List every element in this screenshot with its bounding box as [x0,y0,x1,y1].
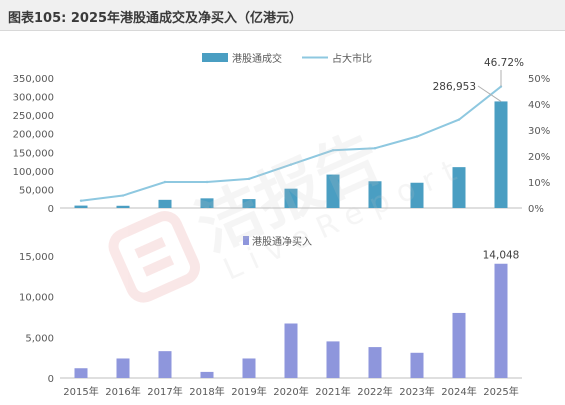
ratio-point [205,180,209,184]
net-buy-bar [284,323,298,378]
net-buy-bar [494,263,508,378]
top-left-tick-label: 100,000 [13,167,54,178]
x-category-label: 2022年 [357,385,392,398]
volume-bar [242,199,256,208]
ratio-point [331,149,335,152]
volume-bar [158,199,172,208]
annotation-volume-2025: 286,953 [433,81,476,93]
net-buy-bar [74,368,88,378]
x-category-label: 2015年 [63,385,98,398]
x-category-label: 2020年 [273,385,308,398]
legend-label-volume: 港股通成交 [232,52,282,65]
top-right-tick-label: 50% [528,74,550,85]
volume-bar [452,167,466,208]
top-left-tick-label: 50,000 [19,185,54,196]
figure-title: 图表105: 2025年港股通成交及净买入（亿港元） [8,11,303,26]
volume-bar [326,174,340,208]
annotation-net-buy-2025: 14,048 [483,250,520,262]
net-buy-bar [326,341,340,378]
top-right-tick-label: 10% [528,178,550,189]
legend-swatch-net-buy [243,236,249,245]
x-category-label: 2024年 [441,385,476,398]
ratio-point [373,147,377,150]
ratio-point [79,199,83,202]
x-category-label: 2021年 [315,385,350,398]
x-category-label: 2023年 [399,385,434,398]
ratio-point [457,118,461,121]
volume-bar [74,205,88,208]
top-left-tick-label: 250,000 [13,111,54,122]
bottom-y-tick-label: 10,000 [19,293,54,304]
x-category-label: 2016年 [105,385,140,398]
top-right-tick-label: 30% [528,126,550,137]
net-buy-bar [158,351,172,378]
top-right-tick-label: 40% [528,100,550,111]
ratio-point [163,180,167,184]
net-buy-bar [452,312,466,378]
net-buy-bar [116,358,130,378]
top-left-tick-label: 200,000 [13,130,54,141]
ratio-point [415,135,419,138]
x-category-label: 2018年 [189,385,224,398]
net-buy-bar [200,371,214,378]
ratio-point [289,163,293,166]
volume-bar [368,181,382,208]
top-right-tick-label: 0% [528,204,544,215]
legend-label-ratio: 占大市比 [332,52,372,65]
ratio-point [121,194,125,197]
top-left-tick-label: 350,000 [13,74,54,85]
x-category-label: 2019年 [231,385,266,398]
volume-bar [284,188,298,208]
bottom-y-tick-label: 0 [48,374,54,385]
bottom-y-tick-label: 15,000 [19,252,54,263]
legend-label-net-buy: 港股通净买入 [252,235,312,248]
net-buy-bar [242,358,256,378]
ratio-point [247,177,251,181]
legend-swatch-bar [202,53,228,62]
volume-bar [116,205,130,208]
annotation-leader-volume [477,85,502,102]
ratio-line [80,85,502,202]
bottom-y-tick-label: 5,000 [25,333,54,344]
net-buy-bar [368,347,382,378]
top-right-tick-label: 20% [528,152,550,163]
top-left-tick-label: 0 [48,204,54,215]
volume-bar [200,198,214,208]
net-buy-bar [410,352,424,378]
volume-bar [410,182,424,208]
top-left-tick-label: 150,000 [13,148,54,159]
title-bar: 图表105: 2025年港股通成交及净买入（亿港元） [0,0,565,31]
volume-bar [494,101,508,208]
top-left-tick-label: 300,000 [13,93,54,104]
annotation-ratio-2025: 46.72% [484,57,524,69]
x-category-label: 2025年 [483,385,518,398]
x-category-label: 2017年 [147,385,182,398]
